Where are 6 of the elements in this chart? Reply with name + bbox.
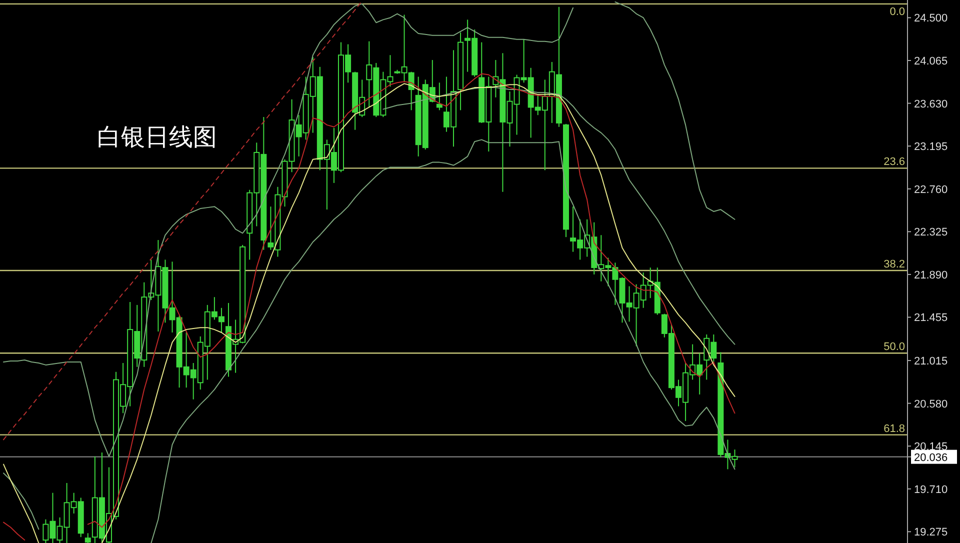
title: 白银日线图 xyxy=(97,124,217,151)
annotation: 23.6 xyxy=(884,156,905,168)
annotation: 0.0 xyxy=(890,6,905,18)
annotation: 50.0 xyxy=(884,341,905,354)
annotation: 61.8 xyxy=(884,422,905,435)
annotation: 38.2 xyxy=(884,258,905,271)
